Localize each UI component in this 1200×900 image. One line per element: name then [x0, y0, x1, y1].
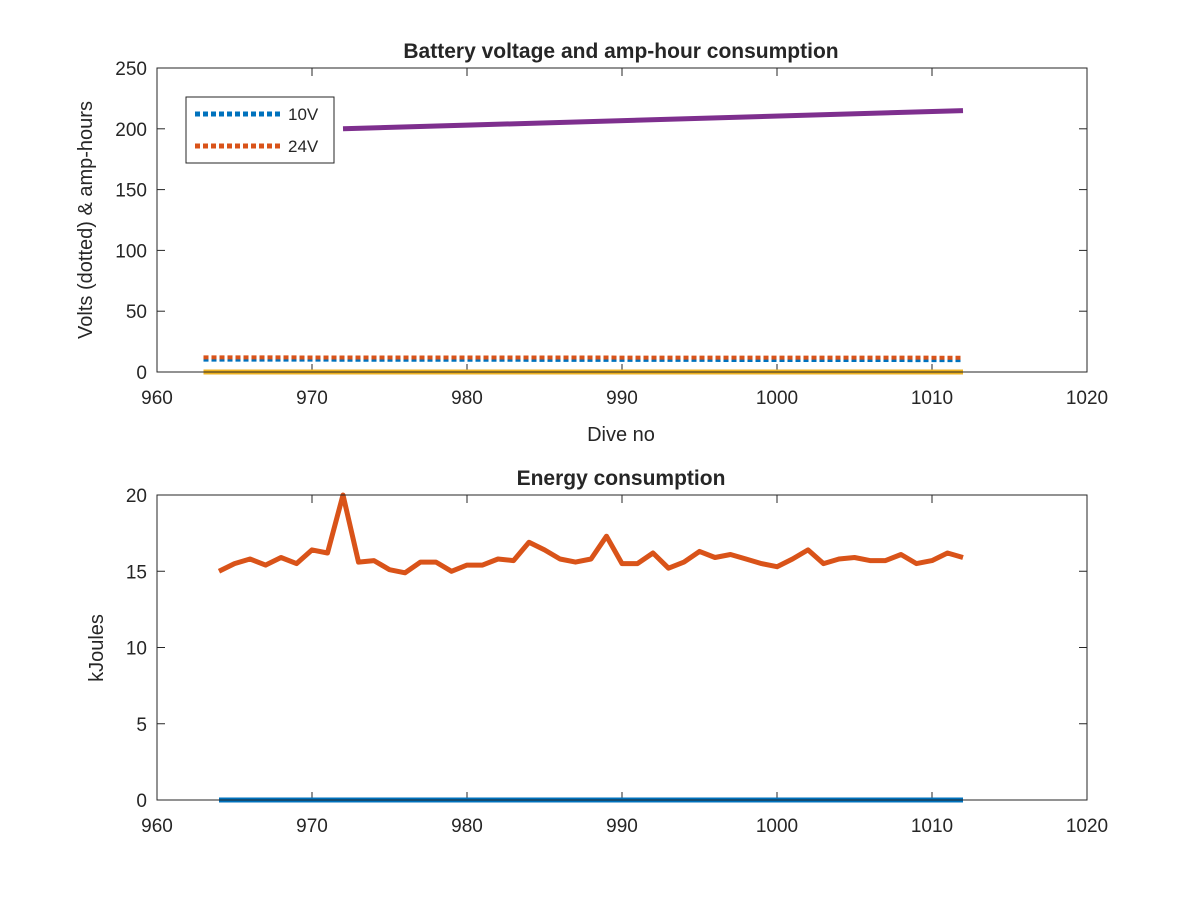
y-tick-label: 15: [126, 562, 147, 583]
x-tick-label: 1010: [911, 388, 953, 409]
x-tick-label: 990: [606, 816, 638, 837]
legend-box: [185, 96, 335, 164]
y-tick-labels: 0 50 100 150 200 250: [115, 59, 1087, 384]
legend: 10V 24V: [185, 96, 335, 164]
x-tick-label: 970: [296, 816, 328, 837]
x-tick-label: 1020: [1066, 816, 1108, 837]
axes-box: [156, 67, 1088, 373]
x-tick-labels: 960 970 980 990 1000 1010 1020: [141, 495, 1108, 837]
legend-label-10v: 10V: [288, 105, 319, 124]
x-tick-label: 980: [451, 388, 483, 409]
x-tick-label: 990: [606, 388, 638, 409]
x-tick-label: 1020: [1066, 388, 1108, 409]
chart-title: Energy consumption: [517, 467, 726, 490]
chart-energy-consumption: Energy consumption 0 5 10 15 20 960 970 980 990…: [86, 467, 1108, 837]
axes-box: [156, 494, 1088, 801]
y-tick-label: 20: [126, 486, 147, 507]
x-tick-label: 960: [141, 816, 173, 837]
x-tick-label: 1010: [911, 816, 953, 837]
y-axis-label: Volts (dotted) & amp-hours: [75, 101, 97, 339]
y-tick-label: 10: [126, 639, 147, 660]
y-tick-label: 5: [136, 715, 147, 736]
y-tick-label: 250: [115, 59, 147, 80]
y-tick-label: 100: [115, 241, 147, 262]
y-tick-label: 50: [126, 302, 147, 323]
x-axis-label: Dive no: [587, 424, 655, 446]
x-tick-label: 980: [451, 816, 483, 837]
y-axis-label: kJoules: [86, 614, 108, 682]
chart-title: Battery voltage and amp-hour consumption: [403, 40, 838, 63]
y-tick-label: 200: [115, 120, 147, 141]
y-tick-labels: 0 5 10 15 20: [126, 486, 1087, 812]
x-tick-label: 1000: [756, 388, 798, 409]
series-line-10v: [203, 357, 964, 363]
chart-battery-voltage: Battery voltage and amp-hour consumption…: [75, 40, 1108, 446]
x-tick-label: 970: [296, 388, 328, 409]
series-line-4: [342, 108, 964, 132]
y-tick-label: 150: [115, 181, 147, 202]
x-tick-label: 1000: [756, 816, 798, 837]
y-tick-label: 0: [136, 791, 147, 812]
x-tick-label: 960: [141, 388, 173, 409]
y-tick-label: 0: [136, 363, 147, 384]
legend-label-24v: 24V: [288, 137, 319, 156]
